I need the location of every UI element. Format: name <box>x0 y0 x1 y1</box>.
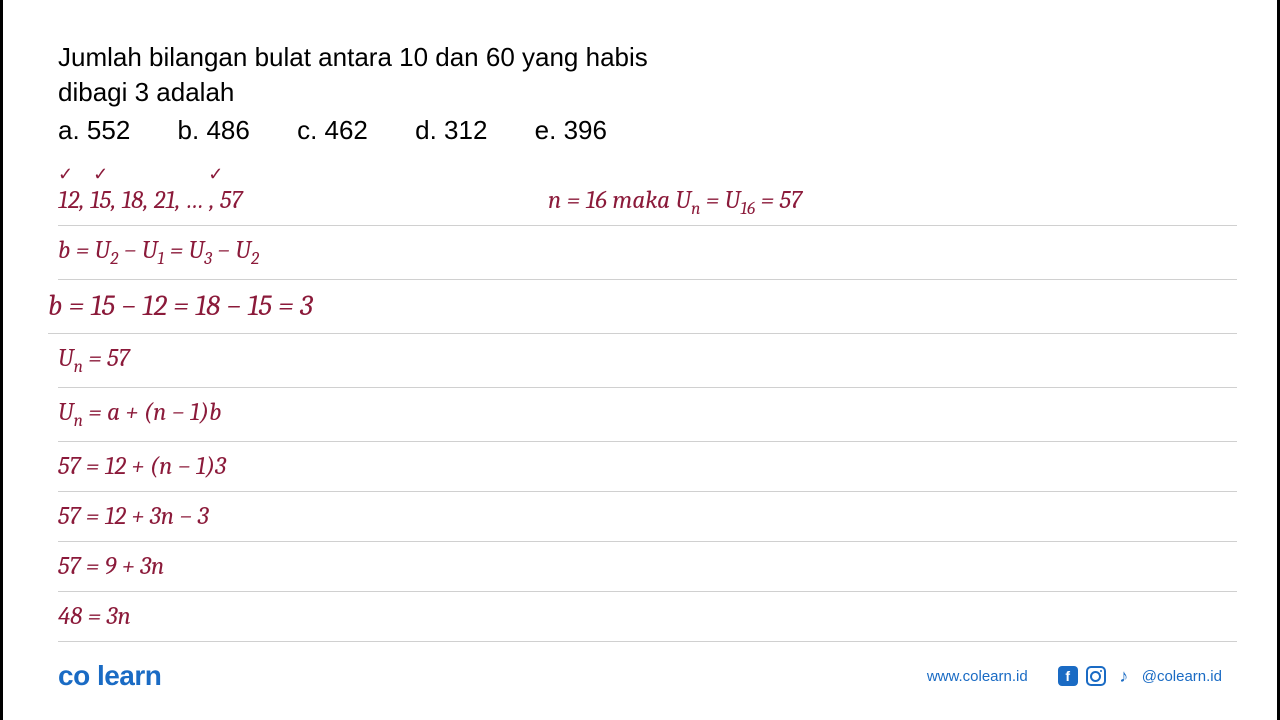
option-d: d. 312 <box>415 115 487 145</box>
work-line-1: 12, 15, 18, 21, … , 57 n = 16 maka Un = … <box>58 176 1237 226</box>
social-handle: @colearn.id <box>1142 668 1222 685</box>
question-text: Jumlah bilangan bulat antara 10 dan 60 y… <box>58 40 1237 110</box>
social-links: f ♪ @colearn.id <box>1058 666 1222 686</box>
answer-options: a. 552 b. 486 c. 462 d. 312 e. 396 <box>58 115 1237 146</box>
instagram-icon <box>1086 666 1106 686</box>
question-line-1: Jumlah bilangan bulat antara 10 dan 60 y… <box>58 40 1237 75</box>
work-line-5: Un = a + (n − 1)b <box>58 388 1237 442</box>
footer-right: www.colearn.id f ♪ @colearn.id <box>927 666 1222 686</box>
work-line-4: Un = 57 <box>58 334 1237 388</box>
work-line-8: 57 = 9 + 3n <box>58 542 1237 592</box>
website-url: www.colearn.id <box>927 668 1028 685</box>
footer: co learn www.colearn.id f ♪ @colearn.id <box>3 660 1277 692</box>
work-line-9: 48 = 3n <box>58 592 1237 642</box>
work-line-6: 57 = 12 + (n − 1)3 <box>58 442 1237 492</box>
option-b: b. 486 <box>178 115 250 145</box>
sequence-text: 12, 15, 18, 21, … , 57 <box>58 186 242 215</box>
content-area: Jumlah bilangan bulat antara 10 dan 60 y… <box>3 0 1277 642</box>
work-area: ✓✓✓ 12, 15, 18, 21, … , 57 n = 16 maka U… <box>58 176 1237 642</box>
facebook-icon: f <box>1058 666 1078 686</box>
question-line-2: dibagi 3 adalah <box>58 75 1237 110</box>
brand-logo: co learn <box>58 660 161 692</box>
n-value-text: n = 16 maka Un = U16 = 57 <box>548 186 802 219</box>
tiktok-icon: ♪ <box>1114 666 1134 686</box>
work-line-3: b = 15 − 12 = 18 − 15 = 3 <box>48 280 1237 334</box>
work-line-2: b = U2 − U1 = U3 − U2 <box>58 226 1237 280</box>
option-e: e. 396 <box>535 115 607 145</box>
work-line-7: 57 = 12 + 3n − 3 <box>58 492 1237 542</box>
option-c: c. 462 <box>297 115 368 145</box>
option-a: a. 552 <box>58 115 130 145</box>
